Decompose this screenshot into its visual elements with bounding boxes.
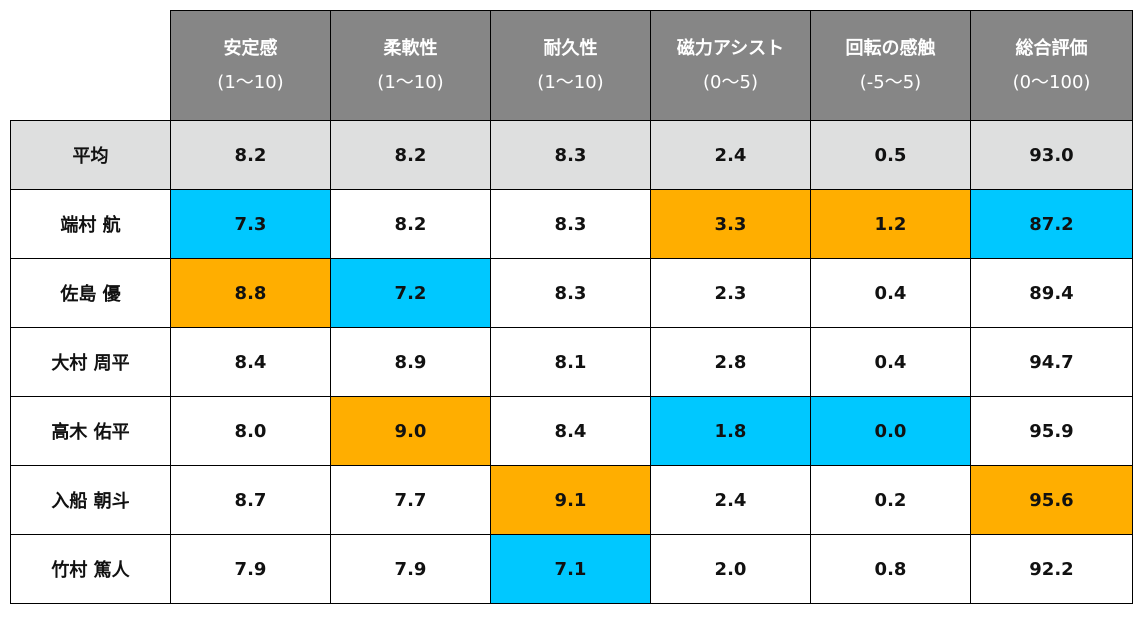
average-row: 平均 8.2 8.2 8.3 2.4 0.5 93.0 — [10, 120, 1133, 190]
value-cell: 9.1 — [490, 465, 651, 535]
value-cell: 1.8 — [650, 396, 811, 466]
value-cell: 8.3 — [490, 258, 651, 328]
table-row: 佐島 優 8.8 7.2 8.3 2.3 0.4 89.4 — [10, 258, 1133, 328]
value-cell: 95.9 — [970, 396, 1133, 466]
value-cell: 7.3 — [170, 189, 331, 259]
value-cell: 8.1 — [490, 327, 651, 397]
table-row: 高木 佑平 8.0 9.0 8.4 1.8 0.0 95.9 — [10, 396, 1133, 466]
value-cell: 9.0 — [330, 396, 491, 466]
column-header-label: 総合評価 — [1015, 37, 1088, 59]
row-name: 入船 朝斗 — [10, 465, 171, 535]
value-cell: 8.7 — [170, 465, 331, 535]
average-cell: 8.2 — [170, 120, 331, 190]
value-cell: 0.4 — [810, 258, 971, 328]
value-cell: 8.8 — [170, 258, 331, 328]
table-header: 安定感 (1〜10) 柔軟性 (1〜10) 耐久性 (1〜10) 磁力アシスト … — [10, 10, 1133, 121]
average-cell: 8.3 — [490, 120, 651, 190]
value-cell: 8.0 — [170, 396, 331, 466]
value-cell: 8.4 — [170, 327, 331, 397]
column-header-label: 耐久性 — [543, 37, 598, 59]
value-cell: 95.6 — [970, 465, 1133, 535]
value-cell: 89.4 — [970, 258, 1133, 328]
value-cell: 8.9 — [330, 327, 491, 397]
column-header-durability: 耐久性 (1〜10) — [490, 10, 651, 121]
column-header-range: (1〜10) — [217, 71, 284, 93]
value-cell: 8.4 — [490, 396, 651, 466]
value-cell: 7.7 — [330, 465, 491, 535]
value-cell: 87.2 — [970, 189, 1133, 259]
value-cell: 7.9 — [330, 534, 491, 604]
average-label: 平均 — [10, 120, 171, 190]
value-cell: 3.3 — [650, 189, 811, 259]
value-cell: 7.9 — [170, 534, 331, 604]
column-header-stability: 安定感 (1〜10) — [170, 10, 331, 121]
column-header-range: (0〜5) — [703, 71, 758, 93]
value-cell: 2.4 — [650, 465, 811, 535]
value-cell: 0.8 — [810, 534, 971, 604]
row-name: 端村 航 — [10, 189, 171, 259]
column-header-label: 柔軟性 — [383, 37, 438, 59]
table-row: 竹村 篤人 7.9 7.9 7.1 2.0 0.8 92.2 — [10, 534, 1133, 604]
column-header-label: 磁力アシスト — [676, 37, 785, 59]
row-name: 竹村 篤人 — [10, 534, 171, 604]
value-cell: 8.2 — [330, 189, 491, 259]
average-cell: 0.5 — [810, 120, 971, 190]
value-cell: 0.4 — [810, 327, 971, 397]
value-cell: 2.3 — [650, 258, 811, 328]
header-row: 安定感 (1〜10) 柔軟性 (1〜10) 耐久性 (1〜10) 磁力アシスト … — [10, 10, 1133, 121]
value-cell: 7.1 — [490, 534, 651, 604]
column-header-overall-score: 総合評価 (0〜100) — [970, 10, 1133, 121]
value-cell: 92.2 — [970, 534, 1133, 604]
evaluation-table: 安定感 (1〜10) 柔軟性 (1〜10) 耐久性 (1〜10) 磁力アシスト … — [10, 10, 1133, 604]
column-header-range: (0〜100) — [1012, 71, 1091, 93]
value-cell: 0.0 — [810, 396, 971, 466]
value-cell: 2.8 — [650, 327, 811, 397]
row-name: 高木 佑平 — [10, 396, 171, 466]
table-row: 入船 朝斗 8.7 7.7 9.1 2.4 0.2 95.6 — [10, 465, 1133, 535]
column-header-rotation-feel: 回転の感触 (-5〜5) — [810, 10, 971, 121]
value-cell: 7.2 — [330, 258, 491, 328]
value-cell: 0.2 — [810, 465, 971, 535]
column-header-flexibility: 柔軟性 (1〜10) — [330, 10, 491, 121]
corner-cell — [10, 10, 171, 121]
column-header-range: (1〜10) — [377, 71, 444, 93]
row-name: 大村 周平 — [10, 327, 171, 397]
column-header-range: (-5〜5) — [859, 71, 922, 93]
average-cell: 93.0 — [970, 120, 1133, 190]
column-header-label: 回転の感触 — [845, 37, 936, 59]
table-row: 端村 航 7.3 8.2 8.3 3.3 1.2 87.2 — [10, 189, 1133, 259]
average-cell: 2.4 — [650, 120, 811, 190]
value-cell: 94.7 — [970, 327, 1133, 397]
table-body: 平均 8.2 8.2 8.3 2.4 0.5 93.0 端村 航 7.3 8.2… — [10, 120, 1133, 604]
value-cell: 2.0 — [650, 534, 811, 604]
average-cell: 8.2 — [330, 120, 491, 190]
table-row: 大村 周平 8.4 8.9 8.1 2.8 0.4 94.7 — [10, 327, 1133, 397]
column-header-magnetic-assist: 磁力アシスト (0〜5) — [650, 10, 811, 121]
value-cell: 1.2 — [810, 189, 971, 259]
column-header-range: (1〜10) — [537, 71, 604, 93]
row-name: 佐島 優 — [10, 258, 171, 328]
value-cell: 8.3 — [490, 189, 651, 259]
column-header-label: 安定感 — [223, 37, 278, 59]
